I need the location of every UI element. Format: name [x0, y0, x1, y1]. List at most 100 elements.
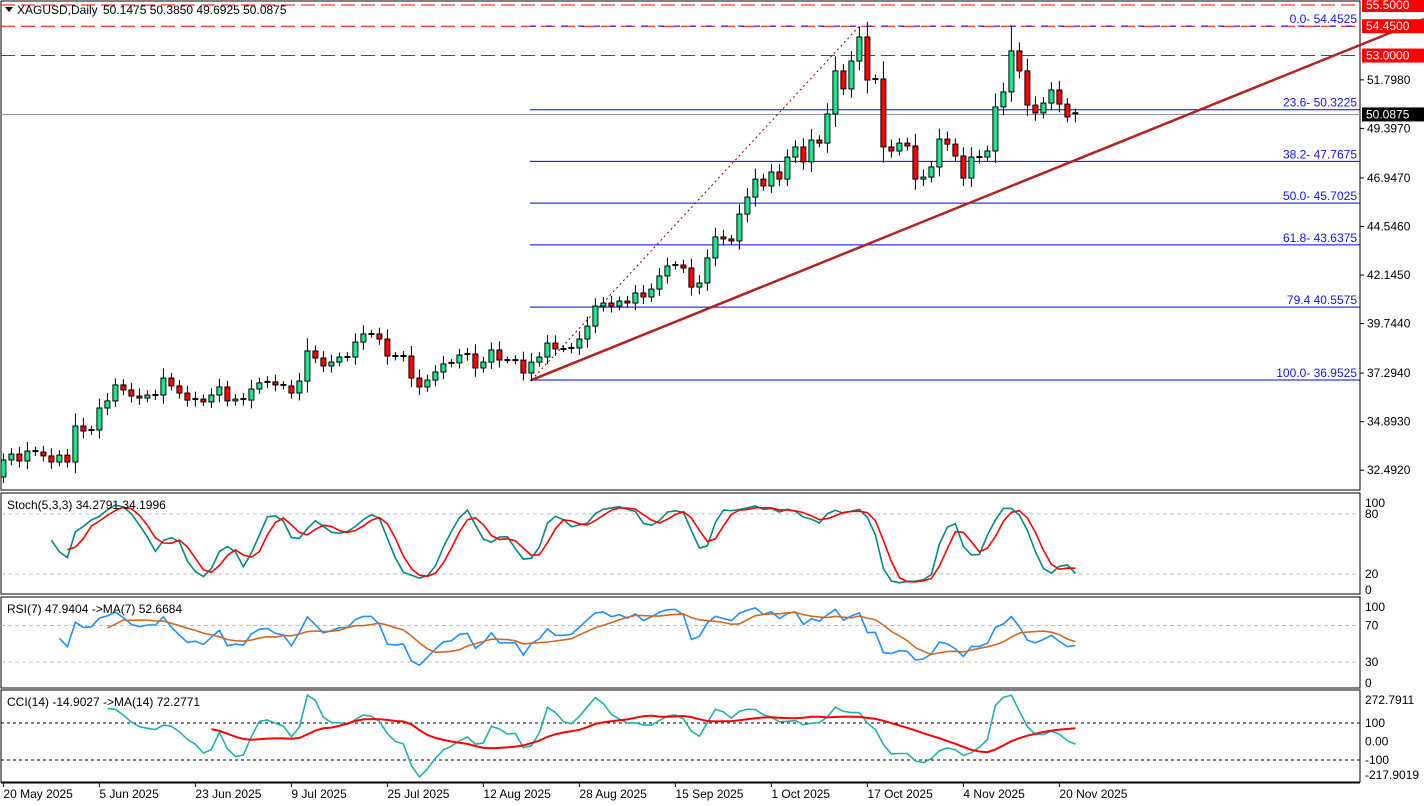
- candle-body-bull: [480, 361, 487, 369]
- candle: [1056, 80, 1063, 113]
- candle-body-bull: [536, 356, 543, 363]
- candle: [328, 354, 335, 373]
- candle-body-bear: [1064, 103, 1071, 118]
- candle: [384, 329, 391, 365]
- candle-body-bull: [584, 325, 591, 340]
- candle-body-bull: [304, 350, 311, 382]
- candle-body-bull: [824, 113, 831, 144]
- candle-body-bear: [320, 357, 327, 367]
- candle: [248, 379, 255, 409]
- candle-body-bull: [144, 394, 151, 399]
- price-tick-label: 37.2940: [1367, 366, 1411, 380]
- rsi-axis-label: 100: [1365, 600, 1385, 614]
- ohlc-readout: 50.1475 50.3850 49.6925 50.0875: [103, 3, 287, 17]
- candle: [400, 350, 407, 362]
- candle-body-bear: [888, 146, 895, 152]
- stoch-axis-label: 100: [1365, 496, 1385, 510]
- candle: [536, 351, 543, 367]
- cci-ma-line: [211, 714, 1076, 754]
- candle: [528, 352, 535, 382]
- candle: [904, 137, 911, 151]
- candle: [168, 372, 175, 391]
- cci-axis-label: 272.7911: [1365, 693, 1414, 707]
- fibonacci-retracement[interactable]: 0.0- 54.4525 23.6- 50.3225 38.2- 47.7675 50…: [530, 12, 1360, 381]
- fib-level-label: 0.0- 54.4525: [1290, 12, 1358, 26]
- candle: [912, 133, 919, 190]
- candle: [1032, 96, 1039, 121]
- level-price-tag-text: 53.0000: [1366, 49, 1410, 63]
- candle: [624, 295, 631, 308]
- price-tick-label: 49.3970: [1367, 121, 1411, 135]
- price-axis[interactable]: 51.7980 49.3970 46.9470 44.5460 42.1450 39.74…: [1360, 73, 1419, 782]
- candle-body-bull: [232, 398, 239, 402]
- candle-body-bull: [712, 236, 719, 259]
- candle: [1016, 42, 1023, 79]
- candle-body-bull: [24, 450, 31, 462]
- candle-body-bull: [112, 384, 119, 402]
- ascending-trendline: [530, 18, 1424, 382]
- stoch-axis-label: 80: [1365, 507, 1379, 521]
- dropdown-triangle-icon[interactable]: [5, 7, 13, 12]
- rsi-axis-label: 70: [1365, 618, 1379, 632]
- candle: [240, 392, 247, 406]
- date-label: 28 Aug 2025: [579, 787, 647, 801]
- candle: [504, 356, 511, 364]
- candle: [600, 297, 607, 312]
- cci-label: CCI(14) -14.9027 ->MA(14) 72.2771: [7, 695, 200, 709]
- candle: [664, 257, 671, 284]
- candle-body-bear: [272, 381, 279, 386]
- candle-body-bull: [1008, 50, 1015, 93]
- candle: [640, 284, 647, 305]
- candle: [576, 331, 583, 355]
- candle-body-bear: [80, 425, 87, 432]
- candle: [1040, 97, 1047, 119]
- stoch-label: Stoch(5,3,3) 34.2791 34.1996: [7, 498, 166, 512]
- candle: [96, 398, 103, 439]
- candle: [160, 368, 167, 404]
- rsi-panel-frame: [0, 596, 1361, 689]
- candle: [456, 348, 463, 369]
- candle: [864, 21, 871, 94]
- candle: [176, 379, 183, 399]
- candle-body-bear: [880, 78, 887, 148]
- candle-body-bull: [736, 213, 743, 242]
- candle-body-bull: [936, 138, 943, 168]
- candle: [976, 149, 983, 164]
- candle-body-bear: [128, 389, 135, 397]
- candle: [152, 389, 159, 400]
- candle: [816, 135, 823, 148]
- stoch-axis-label: 20: [1365, 567, 1379, 581]
- candle: [224, 380, 231, 407]
- candle: [992, 93, 999, 164]
- price-tick-label: 39.7440: [1367, 317, 1411, 331]
- candle: [672, 261, 679, 270]
- candle-body-bear: [408, 355, 415, 379]
- candle-body-bull: [928, 166, 935, 178]
- candle: [24, 441, 31, 470]
- stoch-panel-frame: [0, 492, 1361, 595]
- candle: [496, 341, 503, 368]
- fib-level-label: 61.8- 43.6375: [1283, 231, 1357, 245]
- trendlines[interactable]: [530, 18, 1424, 382]
- candle-body-bull: [920, 176, 927, 180]
- time-axis[interactable]: 20 May 2025 5 Jun 2025 23 Jun 2025 9 Jul 20…: [1, 782, 1360, 801]
- candle-body-bear: [1056, 89, 1063, 105]
- candle-body-bull: [456, 354, 463, 364]
- candle-body-bull: [336, 356, 343, 363]
- level-price-tag: [1362, 48, 1424, 63]
- candle-body-bull: [848, 60, 855, 90]
- level-price-tag-text: 55.5000: [1366, 0, 1410, 12]
- candle-body-bear: [640, 292, 647, 298]
- candle: [688, 258, 695, 296]
- candle: [768, 164, 775, 194]
- rsi-panel: [1, 607, 1360, 667]
- fib-level-label: 50.0- 45.7025: [1283, 189, 1357, 203]
- candle: [368, 329, 375, 338]
- candle: [936, 128, 943, 177]
- candle: [440, 355, 447, 380]
- candle-body-bear: [680, 264, 687, 269]
- candle-body-bear: [520, 359, 527, 374]
- candle-body-bull: [696, 282, 703, 288]
- candle-body-bear: [176, 385, 183, 394]
